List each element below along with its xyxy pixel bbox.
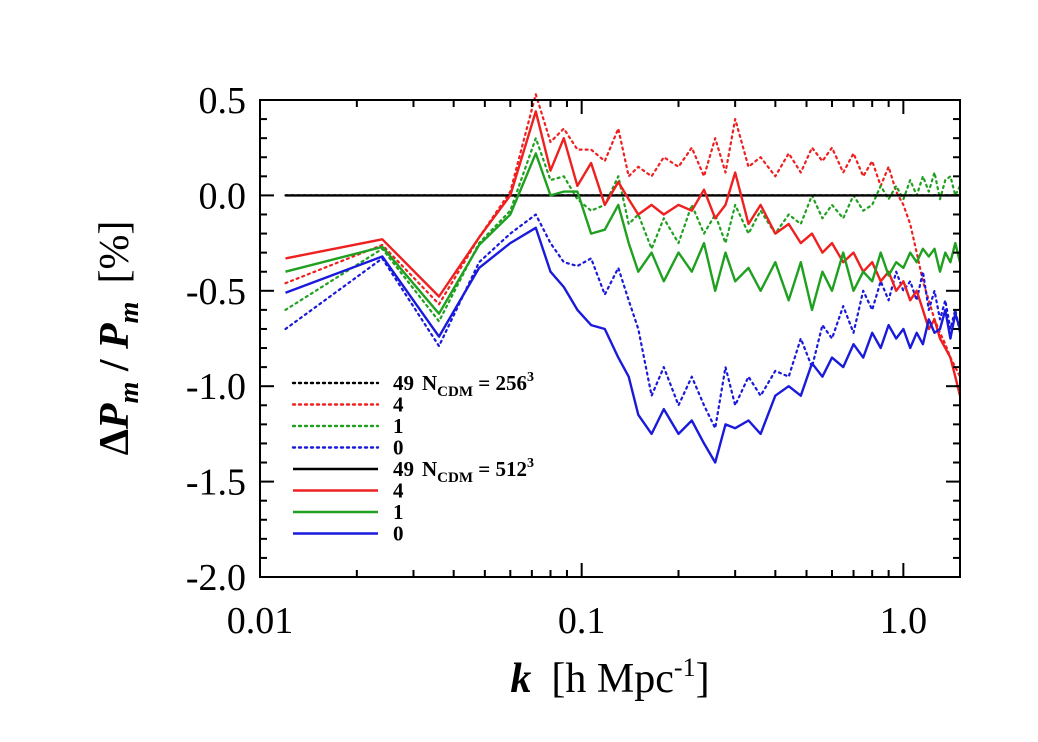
series-line-N512_0 [285,226,962,464]
legend-label-value: 1 [393,500,404,524]
x-axis-title: k [h Mpc-1] [510,653,709,702]
x-tick-label: 0.01 [227,600,294,642]
x-axis-unit-close: ] [696,656,710,702]
y-axis-p2: P [92,323,138,350]
legend-label-value: 49 [393,371,414,395]
legend-label: 1 [393,414,404,438]
legend-suffix-eq: = 512 [473,457,527,481]
series-line-N512_1 [285,152,962,315]
x-axis-unit-sup: -1 [674,653,696,682]
legend-label: 0 [393,522,404,546]
legend-suffix-n: N [422,457,437,481]
y-axis-sub1: m [114,382,145,404]
y-tick-label: -1.0 [186,366,246,408]
legend-label: 49 NCDM = 5123 [393,456,534,486]
legend-label-value: 4 [393,393,404,417]
y-tick-label: 0.5 [199,80,247,122]
legend-suffix-sup: 3 [527,456,534,471]
data-lines [284,93,962,464]
series-line-N256_1 [284,137,962,323]
legend-suffix-sub: CDM [437,384,473,400]
plot-frame [259,99,961,578]
legend-label-value: 0 [393,522,404,546]
legend-label-value: 49 [393,457,414,481]
legend-label-value: 1 [393,414,404,438]
series-line-N512_4 [285,110,962,396]
x-axis-unit-open: [h Mpc [551,656,673,702]
y-axis-slash: / [92,349,138,382]
y-axis-sub2: m [114,302,145,324]
y-axis-p1: P [92,403,138,430]
legend-suffix-sup: 3 [527,370,534,385]
y-tick-label: -0.5 [186,271,246,313]
x-tick-label: 1.0 [880,600,928,642]
y-axis-unit: [%] [92,221,138,284]
legend-label: 49 NCDM = 2563 [393,370,534,400]
legend-suffix-n: N [422,371,437,395]
y-axis-title: ΔPm / Pm[%] [92,221,145,456]
legend-label: 0 [393,436,404,460]
legend-suffix-eq: = 256 [473,371,527,395]
legend-label: 1 [393,500,404,524]
y-axis-delta: Δ [92,429,138,455]
x-axis-k: k [510,656,531,702]
x-tick-label: 0.1 [558,600,606,642]
legend-label: 4 [393,393,404,417]
legend-suffix-sub: CDM [437,470,473,486]
y-tick-label: -2.0 [186,557,246,599]
legend-label-value: 0 [393,436,404,460]
y-tick-label: 0.0 [199,175,247,217]
legend-label: 4 [393,479,404,503]
series-line-N256_0 [284,213,962,430]
legend-label-value: 4 [393,479,404,503]
tick-labels: 0.01 0.1 1.0 0.5 0.0 -0.5 -1.0 -1.5 -2.0 [186,80,927,642]
y-tick-label: -1.5 [186,462,246,504]
series-line-N256_4 [284,93,962,378]
